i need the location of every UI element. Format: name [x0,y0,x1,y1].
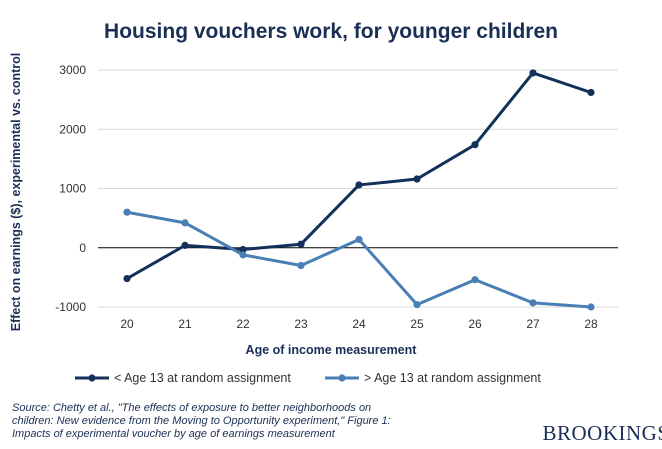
series-2-point [529,299,537,307]
x-axis: 20 21 22 23 24 25 26 27 28 [120,317,598,331]
series-2-point [123,208,131,216]
series-1-point [529,69,537,77]
y-axis: -1000 0 1000 2000 3000 [55,63,86,314]
series-line-2 [126,210,592,309]
series-1-point [355,181,363,189]
legend: < Age 13 at random assignment > Age 13 at… [75,371,541,385]
y-tick-label: 0 [79,241,86,255]
source-note: Source: Chetty et al., "The effects of e… [12,402,391,440]
series-1-point [181,241,189,249]
legend-label-2: > Age 13 at random assignment [364,371,541,385]
series-2-point [413,301,421,309]
y-tick-label: -1000 [55,300,86,314]
x-tick-label: 23 [294,317,308,331]
source-line: children: New evidence from the Moving t… [12,415,391,427]
x-axis-title: Age of income measurement [246,343,418,357]
x-tick-label: 27 [526,317,540,331]
series-1-point [471,141,479,149]
legend-marker-2 [338,374,346,382]
plot-area [123,69,595,311]
series-2-point [239,251,247,259]
series-2-point [587,303,595,311]
y-tick-label: 2000 [59,122,86,136]
series-1-point [413,175,421,183]
x-tick-label: 28 [584,317,598,331]
series-1-point [297,240,305,248]
series-2-point [355,235,363,244]
y-tick-label: 1000 [59,182,86,196]
grid [98,69,618,308]
series-2-point [297,261,305,270]
series-2-point [181,219,189,227]
legend-marker-1 [88,374,96,382]
x-tick-label: 20 [120,317,134,331]
series-2-point [471,276,479,284]
legend-label-1: < Age 13 at random assignment [114,371,291,385]
x-tick-label: 24 [352,317,366,331]
y-tick-label: 3000 [59,63,86,77]
series-1-point [239,245,247,254]
source-line: Impacts of experimental voucher by age o… [12,428,336,440]
x-tick-label: 21 [178,317,192,331]
brookings-logo: BROOKINGS [542,421,662,445]
x-tick-label: 25 [410,317,424,331]
y-axis-title: Effect on earnings ($), experimental vs.… [9,53,23,332]
series-1-point [123,274,131,283]
chart-title: Housing vouchers work, for younger child… [104,20,558,43]
source-line: Source: Chetty et al., "The effects of e… [12,402,371,414]
x-tick-label: 22 [236,317,250,331]
series-1-point [587,88,595,97]
x-tick-label: 26 [468,317,482,331]
